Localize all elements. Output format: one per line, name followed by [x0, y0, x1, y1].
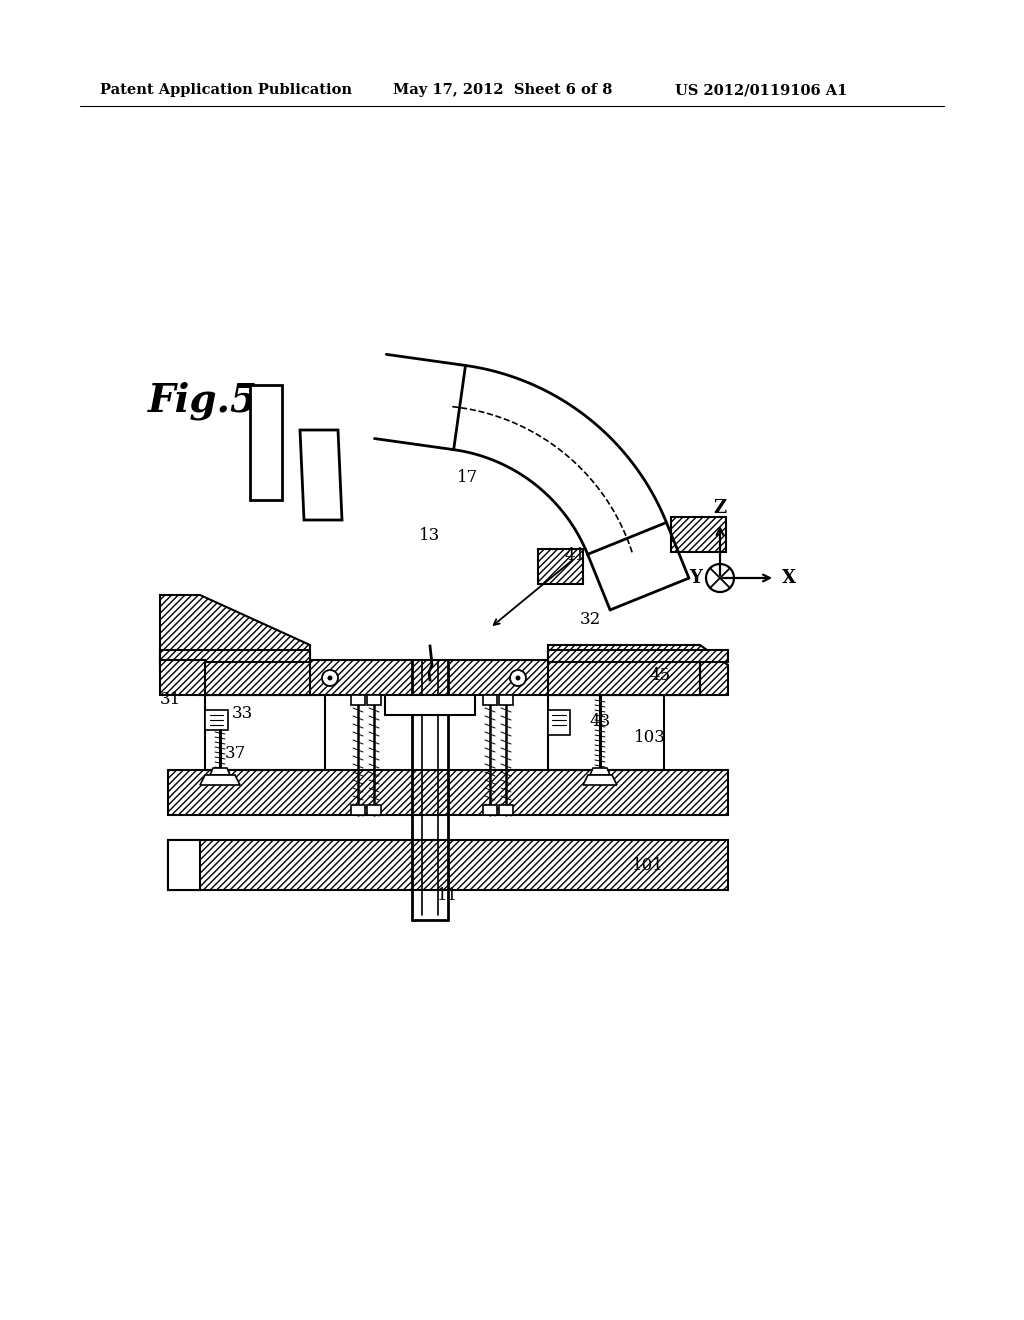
Circle shape	[510, 671, 526, 686]
Polygon shape	[168, 770, 728, 814]
Polygon shape	[483, 805, 497, 814]
Polygon shape	[454, 366, 667, 554]
Circle shape	[706, 564, 734, 591]
Text: 45: 45	[649, 668, 671, 685]
Text: Fig.5: Fig.5	[148, 381, 258, 420]
Circle shape	[515, 676, 520, 681]
Text: US 2012/0119106 A1: US 2012/0119106 A1	[675, 83, 848, 96]
Polygon shape	[205, 710, 228, 730]
Text: Y: Y	[689, 569, 702, 587]
Polygon shape	[548, 710, 570, 735]
Polygon shape	[210, 768, 230, 775]
Polygon shape	[200, 775, 240, 785]
Text: May 17, 2012  Sheet 6 of 8: May 17, 2012 Sheet 6 of 8	[393, 83, 612, 96]
Polygon shape	[590, 768, 610, 775]
Polygon shape	[672, 517, 726, 553]
Polygon shape	[160, 595, 310, 665]
Circle shape	[322, 671, 338, 686]
Polygon shape	[499, 696, 513, 705]
Polygon shape	[200, 660, 310, 696]
Text: 31: 31	[160, 692, 180, 709]
Text: 17: 17	[458, 470, 478, 487]
Polygon shape	[548, 660, 700, 696]
Polygon shape	[367, 805, 381, 814]
Text: 37: 37	[224, 744, 246, 762]
Text: 41: 41	[564, 548, 586, 565]
Text: 101: 101	[632, 858, 664, 874]
Polygon shape	[548, 645, 728, 696]
Text: Z: Z	[714, 499, 727, 517]
Polygon shape	[300, 430, 342, 520]
Text: 13: 13	[420, 528, 440, 544]
Text: Patent Application Publication: Patent Application Publication	[100, 83, 352, 96]
Text: 11: 11	[437, 887, 459, 904]
Text: 32: 32	[580, 611, 601, 628]
Polygon shape	[168, 840, 200, 890]
Polygon shape	[499, 805, 513, 814]
Polygon shape	[168, 840, 728, 890]
Polygon shape	[351, 805, 365, 814]
Polygon shape	[385, 696, 475, 715]
Polygon shape	[583, 775, 617, 785]
Text: 33: 33	[231, 705, 253, 722]
Polygon shape	[367, 696, 381, 705]
Polygon shape	[160, 649, 310, 663]
Text: 43: 43	[590, 714, 610, 730]
Polygon shape	[160, 660, 205, 696]
Polygon shape	[200, 660, 700, 696]
Polygon shape	[250, 385, 282, 500]
Polygon shape	[538, 549, 583, 585]
Text: X: X	[782, 569, 796, 587]
Polygon shape	[548, 649, 728, 663]
Polygon shape	[483, 696, 497, 705]
Text: 103: 103	[634, 730, 666, 747]
Circle shape	[328, 676, 333, 681]
Polygon shape	[351, 696, 365, 705]
